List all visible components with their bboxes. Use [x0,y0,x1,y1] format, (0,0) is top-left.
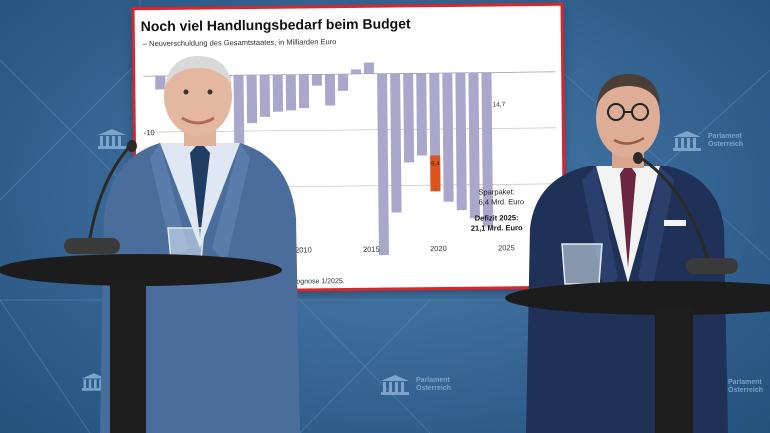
bar [442,72,454,202]
budget-chart-card: 6,4 -10 2010 2015 2020 2025 14,7 Sparpaket: 6,4 … [134,5,564,291]
bar [363,62,375,74]
parliament-building-icon [98,129,126,149]
bar [337,74,349,91]
bar [377,73,389,256]
annotation-label: 14,7 [493,101,506,108]
deficit-bar-chart: 6,4 -10 2010 2015 2020 2025 14,7 Sparpaket:6,4 … [143,62,557,256]
chart-title: Noch viel Handlungsbedarf beim Budget [140,15,411,35]
right-microphone-icon [633,152,738,274]
logo-text: Parlament Österreich [416,377,452,392]
bar [155,75,166,90]
bar [246,74,258,124]
right-podium [505,281,770,433]
left-speaker [100,56,300,433]
y-tick-label: -10 [144,128,155,137]
logo-text: Parlament Österreich [708,133,744,148]
highlight-label: 6,4 [431,161,440,167]
bar [350,69,361,74]
parliament-building-icon [81,373,107,391]
x-tick-label: 2010 [295,245,312,254]
bar-highlight [430,155,441,192]
logo-text: Parlament Österreich [728,379,764,394]
bar [403,73,415,163]
parliament-logo [96,128,128,150]
left-microphone-icon [64,140,137,254]
left-podium [0,254,282,433]
parliament-logo: Parlament Österreich [378,374,451,396]
bar [311,74,322,86]
bar [298,74,310,109]
parliament-logo [80,372,108,392]
bar [416,73,428,156]
parliament-logo: Parlament Österreich [670,130,743,152]
annotation-label: 6,4 Mrd. Euro [479,197,525,206]
bar [285,74,297,111]
bar [468,72,480,219]
x-tick-label: 2020 [430,244,447,253]
bar [324,74,336,106]
annotation-label: 21,1 Mrd. Euro [471,223,523,233]
x-tick-label: 2015 [363,245,380,254]
annotation-label: Sparpaket: [478,187,514,196]
bar [481,72,494,227]
annotation-label: Defizit 2025: [475,213,519,222]
parliament-building-icon [673,131,701,151]
bar [390,73,402,213]
x-tick-label: 2025 [498,243,515,252]
parliament-building-icon [381,375,409,395]
bar [259,74,271,117]
bar [455,72,467,211]
bar [272,74,284,112]
